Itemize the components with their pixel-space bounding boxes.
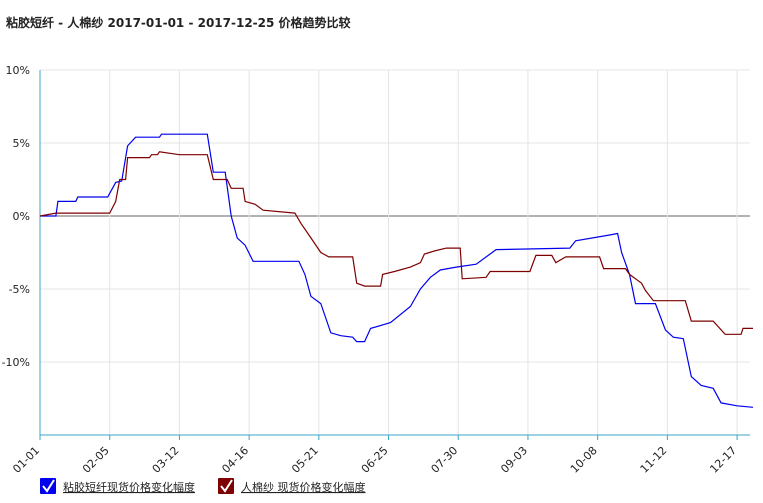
legend-label[interactable]: 人棉纱 现货价格变化幅度 xyxy=(241,480,366,494)
y-tick-label: 5% xyxy=(13,137,30,150)
x-tick-label: 10-08 xyxy=(568,444,600,476)
legend-item[interactable]: 粘胶短纤现货价格变化幅度 xyxy=(40,478,195,494)
x-tick-label: 06-25 xyxy=(359,444,391,476)
x-tick-label: 03-12 xyxy=(150,444,182,476)
x-tick-label: 07-30 xyxy=(429,444,461,476)
x-tick-label: 12-17 xyxy=(707,444,739,476)
legend-label[interactable]: 粘胶短纤现货价格变化幅度 xyxy=(63,480,195,494)
x-tick-label: 01-01 xyxy=(10,444,42,476)
x-tick-label: 02-05 xyxy=(80,444,112,476)
legend-item[interactable]: 人棉纱 现货价格变化幅度 xyxy=(218,478,366,494)
series-line xyxy=(40,133,754,408)
chart-title: 粘胶短纤 - 人棉纱 2017-01-01 - 2017-12-25 价格趋势比… xyxy=(6,15,351,30)
x-tick-label: 09-03 xyxy=(498,444,530,476)
x-tick-label: 04-16 xyxy=(219,444,251,476)
y-tick-label: 10% xyxy=(6,64,30,77)
x-tick-label: 11-12 xyxy=(638,444,670,476)
y-tick-label: -10% xyxy=(2,356,30,369)
y-tick-label: -5% xyxy=(9,283,30,296)
y-tick-label: 0% xyxy=(13,210,30,223)
legend-check xyxy=(42,479,55,493)
legend-check xyxy=(220,479,233,493)
series-line xyxy=(39,151,753,335)
x-tick-label: 05-21 xyxy=(289,444,321,476)
